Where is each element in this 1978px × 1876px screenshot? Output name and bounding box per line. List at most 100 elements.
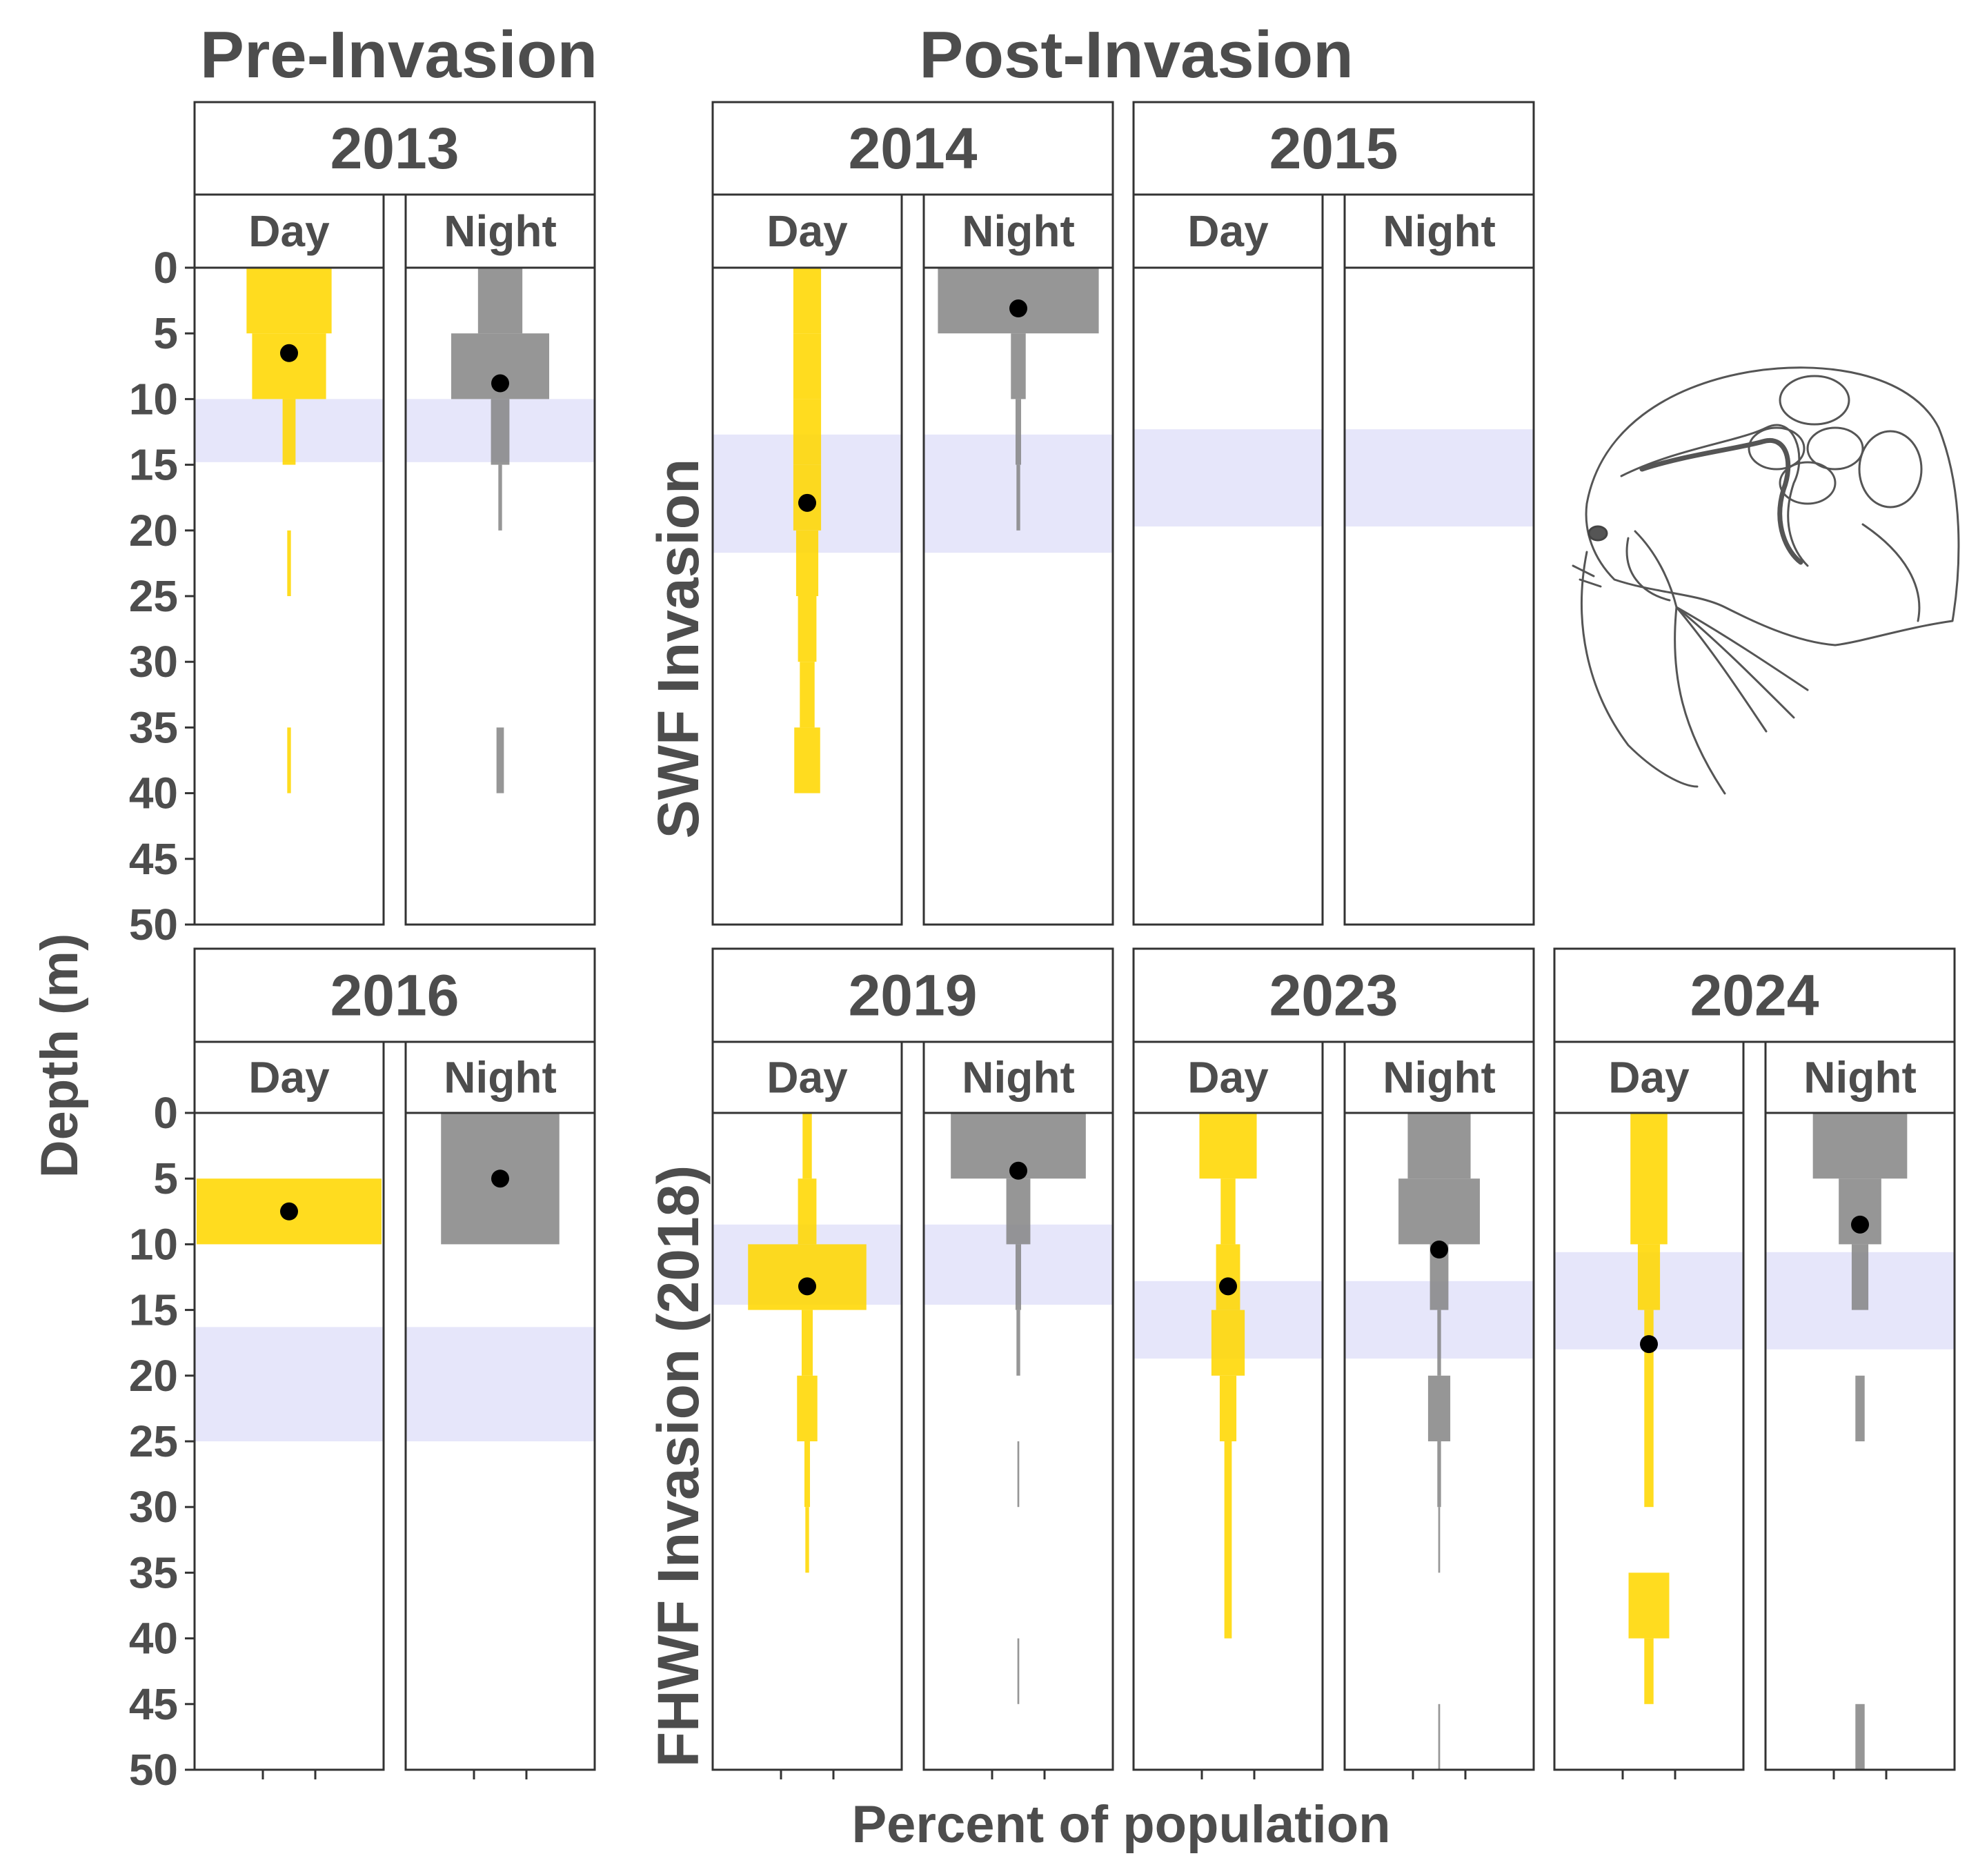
night-bar [1017, 1441, 1020, 1508]
mean-depth-point [280, 1202, 298, 1221]
time-strip [193, 193, 385, 269]
night-bar [1017, 1638, 1020, 1704]
y-tick-label: 45 [129, 1679, 178, 1729]
mean-depth-point [1009, 299, 1027, 318]
night-bar [1839, 1178, 1881, 1245]
time-strip [711, 1040, 903, 1114]
night-bar [1015, 1244, 1022, 1310]
time-label: Day [1187, 206, 1269, 256]
mean-depth-point [1851, 1215, 1869, 1234]
subpanel-2013-day: Day [193, 193, 385, 926]
y-axis-row-2: 0 5 10 15 20 25 30 35 40 45 50 [129, 1088, 195, 1795]
plot-frame [404, 1112, 596, 1771]
row-label-fhwf: FHWF Invasion (2018) [646, 1165, 711, 1768]
subpanel-2024-night: Night [1764, 1040, 1956, 1779]
time-label: Night [962, 1053, 1075, 1103]
day-bar [801, 1310, 813, 1376]
mean-depth-point [798, 1277, 816, 1296]
time-label: Day [1608, 1053, 1690, 1103]
night-bar [1812, 1113, 1908, 1179]
time-label: Night [444, 206, 557, 256]
y-tick-label: 35 [129, 1548, 178, 1597]
day-bar [802, 1113, 812, 1179]
y-tick-label: 10 [129, 1219, 178, 1269]
day-bar [1628, 1572, 1670, 1639]
day-bar [1199, 1113, 1257, 1179]
day-bar [246, 268, 332, 334]
year-label: 2016 [330, 963, 459, 1028]
day-bar [287, 727, 291, 793]
y-tick-label: 15 [129, 1285, 178, 1335]
day-bar [793, 268, 822, 334]
year-strip [1553, 947, 1956, 1043]
y-tick-label: 20 [129, 506, 178, 555]
plot-frame [1343, 266, 1535, 926]
time-label: Night [1383, 1053, 1496, 1103]
mean-depth-point [491, 374, 509, 393]
year-strip [1132, 947, 1535, 1043]
night-bar [1006, 1178, 1031, 1245]
plot-frame [922, 1112, 1114, 1771]
year-label: 2015 [1269, 116, 1398, 181]
day-bar [1211, 1310, 1245, 1376]
subpanel-2015-day: Day [1132, 193, 1324, 926]
day-bar [793, 333, 822, 399]
time-strip [1764, 1040, 1956, 1114]
day-bar [798, 1178, 817, 1245]
night-bar [1437, 1310, 1441, 1376]
daphnia-drawing [1572, 366, 1960, 795]
mean-depth-point [1009, 1161, 1027, 1180]
day-bar [748, 1244, 867, 1310]
night-bar [1398, 1178, 1480, 1245]
time-label: Day [1187, 1053, 1269, 1103]
time-label: Night [1803, 1053, 1917, 1103]
y-axis-title: Depth (m) [30, 934, 89, 1178]
day-bar [282, 399, 296, 465]
subpanel-2014-night: Night [922, 193, 1114, 926]
time-strip [711, 193, 903, 269]
y-tick-label: 40 [129, 1614, 178, 1663]
day-bar [1219, 1375, 1237, 1441]
thermocline-band [1345, 429, 1534, 527]
panel-2016: 2016 Day Night [193, 947, 596, 1779]
y-tick-label: 50 [129, 900, 178, 949]
night-bar [1855, 1375, 1865, 1441]
subpanel-2013-night: Night [404, 193, 596, 926]
day-bar [1224, 1441, 1232, 1639]
time-strip [922, 1040, 1114, 1114]
y-axis-row-1: 0 5 10 15 20 25 30 35 40 45 50 [129, 243, 195, 949]
year-label: 2024 [1690, 963, 1819, 1028]
time-strip [922, 193, 1114, 269]
subpanel-2024-day: Day [1553, 1040, 1745, 1779]
plot-frame [711, 1112, 903, 1771]
mean-depth-point [1640, 1335, 1658, 1354]
time-label: Night [444, 1053, 557, 1103]
night-bar [1016, 464, 1020, 531]
day-bar [798, 596, 817, 662]
night-bar [1438, 1507, 1441, 1573]
time-strip [1132, 1040, 1324, 1114]
night-bar [1427, 1375, 1451, 1441]
year-strip [711, 947, 1114, 1043]
row-label-swf: SWF Invasion [646, 459, 711, 839]
thermocline-band [406, 1327, 595, 1441]
subpanel-2015-night: Night [1343, 193, 1535, 926]
year-label: 2019 [849, 963, 978, 1028]
y-tick-label: 0 [153, 243, 178, 293]
mean-depth-point [491, 1169, 509, 1188]
night-bar [1011, 333, 1026, 399]
day-bar [800, 662, 815, 728]
y-tick-label: 20 [129, 1351, 178, 1401]
time-strip [1132, 193, 1324, 269]
time-label: Night [962, 206, 1075, 256]
plot-frame [1343, 1112, 1535, 1771]
year-label: 2014 [849, 116, 978, 181]
night-bar [477, 268, 523, 334]
y-tick-label: 35 [129, 702, 178, 752]
y-tick-label: 25 [129, 1416, 178, 1466]
plot-frame [1132, 266, 1324, 926]
subpanel-2019-day: Day [711, 1040, 903, 1779]
subpanel-2016-day: Day [193, 1040, 385, 1779]
